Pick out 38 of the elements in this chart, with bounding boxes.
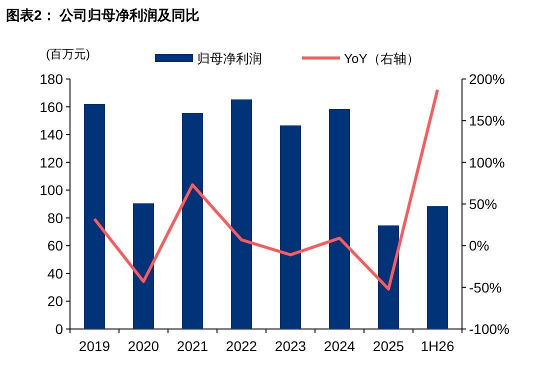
y2-tick-label: 0% [469,238,490,254]
y2-tick-label: 200% [469,71,505,87]
y-tick-label: 0 [55,321,64,337]
bar [329,109,350,329]
y-tick-label: 180 [40,71,64,87]
bar [378,225,399,329]
bar [84,104,105,329]
x-tick-label: 2023 [274,338,306,354]
x-tick-label: 2022 [226,338,258,354]
y-tick-label: 140 [40,126,64,143]
y2-tick-label: -100% [469,321,510,337]
y2-tick-label: 100% [469,154,505,170]
x-tick-label: 1H26 [420,338,454,354]
y-tick-label: 20 [47,293,64,310]
y-tick-label: 120 [40,154,64,170]
x-tick-label: 2020 [128,338,160,354]
bar [280,125,301,329]
bar [133,203,154,329]
bar [182,113,203,329]
y-tick-label: 80 [47,210,64,226]
bar [427,206,448,329]
y2-tick-label: 50% [469,196,498,212]
line-series [93,88,439,290]
legend-label: YoY（右轴） [344,51,420,66]
y-axis-title: (百万元) [46,47,90,61]
y-tick-label: 60 [47,238,64,254]
x-tick-label: 2025 [372,338,404,354]
y-tick-label: 40 [47,265,64,282]
x-tick-label: 2024 [324,338,356,354]
y2-tick-label: -50% [469,279,502,296]
x-tick-label: 2019 [78,338,110,354]
y-tick-label: 100 [40,182,64,198]
y-tick-label: 160 [40,98,64,115]
x-tick-label: 2021 [176,338,208,354]
y2-tick-label: 150% [469,112,505,129]
chart-title: 图表2： 公司归母净利润及同比 [6,7,200,23]
bar [231,99,252,329]
legend-label: 归母净利润 [197,51,262,66]
